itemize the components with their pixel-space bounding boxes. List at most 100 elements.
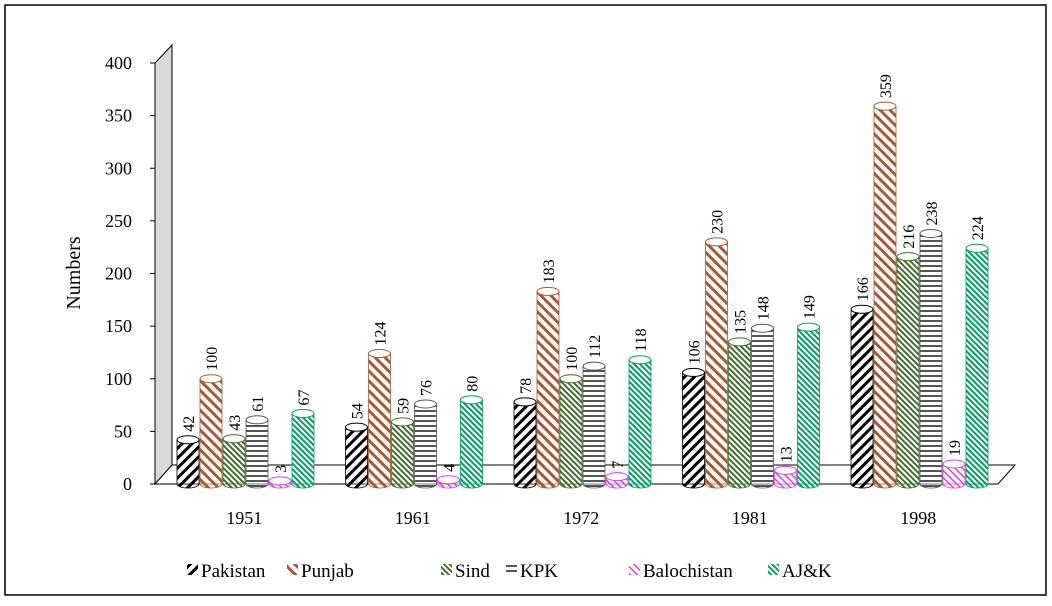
bar-top (582, 361, 606, 371)
value-label: 224 (970, 216, 987, 240)
bar-top (199, 374, 223, 384)
bar (896, 256, 920, 485)
legend-label: Balochistan (643, 561, 733, 582)
bar-top (628, 355, 652, 365)
bar-top (460, 395, 483, 405)
bar-top (345, 422, 368, 432)
bar (628, 359, 652, 485)
y-tick-label: 200 (105, 264, 132, 284)
bar (919, 233, 943, 485)
value-label: 118 (633, 328, 650, 351)
bar-top (291, 408, 315, 418)
value-label: 100 (204, 347, 221, 371)
y-tick-label: 50 (114, 421, 132, 441)
legend-label: AJ&K (782, 561, 832, 582)
value-label: 112 (587, 335, 604, 358)
value-label: 216 (901, 225, 918, 249)
value-label: 183 (541, 259, 558, 283)
bar-top (176, 435, 200, 445)
legend-swatch (441, 564, 452, 575)
bar (460, 399, 483, 485)
x-tick-label: 1981 (732, 508, 768, 528)
legend-swatch (506, 564, 517, 575)
legend-label: KPK (520, 561, 558, 582)
x-tick-label: 1951 (226, 508, 262, 528)
value-label: 61 (250, 396, 267, 412)
y-tick-label: 100 (105, 369, 132, 389)
value-label: 148 (756, 296, 773, 320)
value-label: 106 (687, 340, 704, 364)
value-label: 4 (442, 464, 459, 472)
bar (291, 413, 315, 485)
bar (728, 341, 751, 485)
x-tick-label: 1972 (563, 508, 599, 528)
bar-top (437, 475, 460, 485)
bar-top (368, 348, 391, 358)
value-label: 7 (610, 461, 627, 469)
bar-top (942, 459, 966, 469)
value-label: 80 (465, 376, 482, 392)
bar-top (797, 322, 820, 332)
bar-top (245, 415, 269, 425)
legend-swatch (287, 564, 298, 575)
chart-frame (4, 4, 1047, 596)
bar-top (896, 252, 920, 262)
value-label: 13 (779, 446, 796, 462)
bar-top (391, 417, 414, 427)
x-tick-label: 1961 (395, 508, 431, 528)
y-axis-label: Numbers (63, 236, 85, 310)
bar-top (728, 337, 751, 347)
value-label: 43 (227, 415, 244, 431)
bar-top (559, 374, 583, 384)
y-tick-label: 250 (105, 211, 132, 231)
value-label: 135 (733, 310, 750, 334)
bar-top (513, 397, 537, 407)
value-label: 166 (855, 277, 872, 301)
bar (559, 378, 583, 485)
value-label: 76 (419, 380, 436, 396)
y-tick-label: 300 (105, 158, 132, 178)
value-label: 149 (802, 295, 819, 319)
bar (850, 308, 874, 485)
bar-top (222, 434, 246, 444)
bar (536, 290, 560, 485)
side-wall (154, 43, 173, 486)
bar (176, 439, 200, 485)
bar-top (850, 304, 874, 314)
bar (513, 401, 537, 485)
y-tick-label: 0 (123, 474, 132, 494)
bar (199, 378, 223, 485)
value-label: 54 (350, 403, 367, 419)
bar-top (751, 323, 774, 333)
value-label: 230 (710, 210, 727, 234)
bar (245, 419, 269, 485)
value-label: 124 (373, 321, 390, 345)
value-label: 42 (181, 416, 198, 432)
bar (414, 403, 437, 485)
bar-top (536, 286, 560, 296)
legend-swatch (629, 564, 640, 575)
bar-top (965, 243, 989, 253)
legend-swatch (187, 564, 198, 575)
bar (391, 421, 414, 485)
value-label: 19 (947, 440, 964, 456)
value-label: 100 (564, 347, 581, 371)
bar (705, 241, 728, 485)
bar (751, 327, 774, 485)
y-tick-label: 400 (105, 53, 132, 73)
value-label: 359 (878, 74, 895, 98)
bar-top (605, 472, 629, 482)
bar (873, 105, 897, 485)
bar (345, 426, 368, 485)
bar-top (919, 229, 943, 239)
bar-top (873, 101, 897, 111)
value-label: 3 (273, 465, 290, 473)
bar-top (774, 465, 797, 475)
value-label: 59 (396, 398, 413, 414)
bar (797, 326, 820, 485)
x-tick-label: 1998 (900, 508, 936, 528)
bar-top (414, 399, 437, 409)
y-tick-label: 150 (105, 316, 132, 336)
